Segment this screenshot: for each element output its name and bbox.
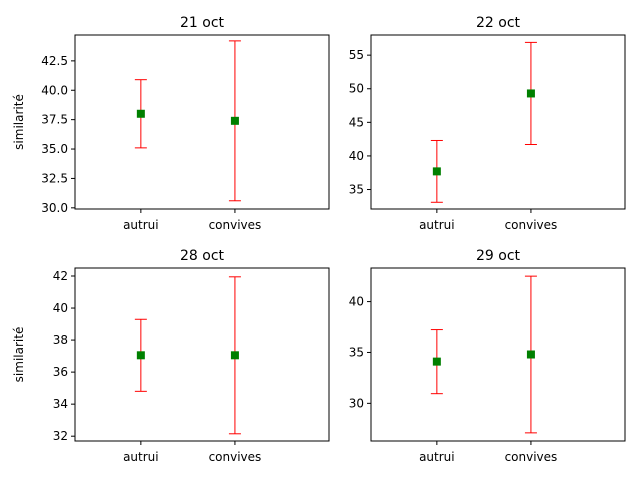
y-tick-label: 35 — [349, 183, 364, 197]
axes-frame — [74, 34, 330, 210]
y-tick-label: 55 — [349, 48, 364, 62]
subplot-3: 28 oct similarité 32 34 36 38 40 42 autrui conviv… — [12, 248, 330, 464]
subplot-2: 22 oct 35 40 45 50 55 autrui convives — [349, 15, 626, 232]
mean-marker — [526, 350, 535, 359]
x-tick-label: convives — [505, 218, 558, 232]
y-tick-label: 37.5 — [41, 113, 68, 127]
y-tick-label: 35 — [349, 345, 364, 359]
y-tick-label: 50 — [349, 82, 364, 96]
y-tick-label: 32 — [53, 429, 68, 443]
y-tick-label: 40 — [53, 301, 68, 315]
y-tick-label: 34 — [53, 397, 68, 411]
y-axis-label: similarité — [12, 94, 26, 150]
subplot-title: 29 oct — [476, 248, 521, 264]
mean-marker — [432, 357, 441, 366]
y-tick-label: 40.0 — [41, 83, 68, 97]
x-tick-label: autrui — [123, 450, 159, 464]
y-tick-label: 35.0 — [41, 142, 68, 156]
y-tick-label: 32.5 — [41, 171, 68, 185]
axes-frame — [74, 267, 330, 442]
y-tick-label: 30.0 — [41, 201, 68, 215]
mean-marker — [230, 116, 239, 125]
subplot-1: 21 oct similarité 30.0 32.5 35.0 37.5 40.0 42.5… — [12, 15, 330, 232]
mean-marker — [526, 89, 535, 98]
x-tick-label: autrui — [419, 450, 455, 464]
mean-marker — [432, 167, 441, 176]
mean-marker — [136, 109, 145, 118]
y-tick-label: 45 — [349, 115, 364, 129]
y-tick-label: 38 — [53, 333, 68, 347]
subplot-title: 28 oct — [180, 248, 225, 264]
x-tick-label: autrui — [123, 218, 159, 232]
y-tick-label: 36 — [53, 365, 68, 379]
y-tick-label: 40 — [349, 149, 364, 163]
x-tick-label: autrui — [419, 218, 455, 232]
x-tick-label: convives — [505, 450, 558, 464]
axes-frame — [370, 267, 626, 442]
mean-marker — [230, 351, 239, 360]
y-axis-label: similarité — [12, 327, 26, 383]
subplot-title: 21 oct — [180, 15, 225, 31]
y-tick-label: 40 — [349, 295, 364, 309]
y-tick-label: 42 — [53, 269, 68, 283]
y-tick-label: 30 — [349, 396, 364, 410]
mean-marker — [136, 351, 145, 360]
subplot-title: 22 oct — [476, 15, 521, 31]
axes-frame — [370, 34, 626, 210]
y-tick-label: 42.5 — [41, 54, 68, 68]
x-tick-label: convives — [209, 450, 262, 464]
x-tick-label: convives — [209, 218, 262, 232]
subplot-4: 29 oct 30 35 40 autrui convives — [349, 248, 626, 464]
